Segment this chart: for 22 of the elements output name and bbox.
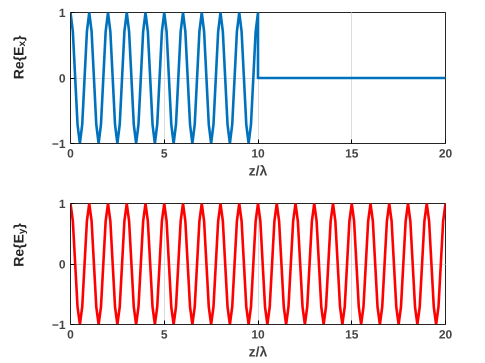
y-tick-label: −1 bbox=[52, 318, 66, 332]
y-tick-label: 0 bbox=[58, 72, 66, 86]
x-tick-label: 20 bbox=[438, 328, 452, 342]
line-series bbox=[70, 12, 446, 144]
y-axis-title: Re{Ex} bbox=[10, 34, 28, 80]
x-tick-label: 0 bbox=[67, 328, 74, 342]
y-tick-label: −1 bbox=[52, 137, 66, 151]
x-axis-title: z/λ bbox=[248, 162, 268, 178]
x-tick-label: 15 bbox=[345, 146, 359, 160]
x-tick-label: 5 bbox=[160, 146, 168, 160]
y-tick-label: 1 bbox=[58, 6, 66, 20]
x-tick-label: 10 bbox=[251, 146, 265, 160]
x-tick-label: 20 bbox=[438, 146, 452, 160]
x-tick-label: 15 bbox=[345, 328, 359, 342]
line-series bbox=[70, 204, 446, 324]
y-tick-label: 1 bbox=[58, 197, 66, 211]
y-axis-title: Re{Ey} bbox=[10, 222, 28, 267]
x-tick-label: 5 bbox=[160, 328, 168, 342]
x-axis-title: z/λ bbox=[248, 344, 268, 360]
x-tick-label: 10 bbox=[251, 328, 265, 342]
y-tick-label: 0 bbox=[58, 258, 66, 272]
x-tick-label: 0 bbox=[67, 146, 74, 160]
